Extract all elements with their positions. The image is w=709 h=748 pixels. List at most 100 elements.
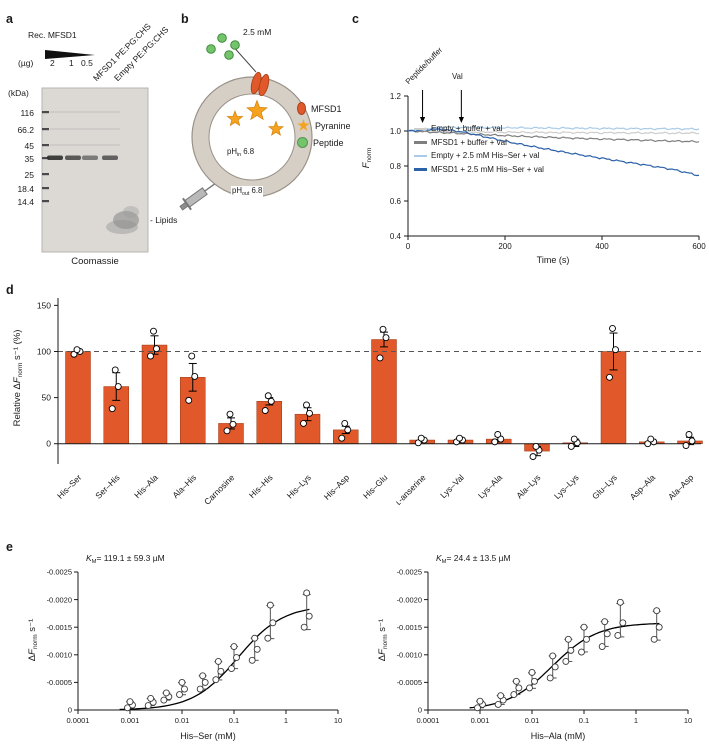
legend-item: Empty + 2.5 mM His–Ser + val <box>414 149 544 163</box>
category-label: Asp–Ala <box>628 472 658 502</box>
legend-swatch <box>414 154 427 157</box>
data-point <box>212 676 220 684</box>
category-label: His–Asp <box>322 472 352 502</box>
panel-label-b: b <box>181 12 189 26</box>
data-point <box>226 410 234 418</box>
tick-label: 1 <box>634 716 638 725</box>
tick-label: 0.8 <box>390 162 402 171</box>
data-point <box>147 694 155 702</box>
data-point <box>616 598 624 606</box>
data-point <box>73 346 81 354</box>
data-point <box>303 401 310 409</box>
amount-wedge-icon <box>45 50 95 59</box>
arrowhead-icon <box>419 117 426 123</box>
data-point <box>578 648 585 656</box>
tick-label: 0 <box>406 242 411 251</box>
trace-line <box>407 125 700 132</box>
legend-label: Peptide <box>313 137 344 148</box>
category-label: Ala–Asp <box>666 472 696 502</box>
bar <box>256 401 282 444</box>
tick-label: 600 <box>692 242 706 251</box>
category-label: Ala–Lys <box>514 472 542 500</box>
protein-band <box>65 155 81 160</box>
c-y-axis-label: Fnorm <box>361 147 373 169</box>
panel-label-a: a <box>6 12 13 26</box>
data-point <box>688 437 696 445</box>
data-point <box>269 619 277 627</box>
legend-item-peptide: Peptide <box>297 134 351 151</box>
data-point <box>510 691 518 698</box>
data-point <box>214 657 222 665</box>
fit-curve <box>119 608 310 711</box>
data-point <box>619 619 627 627</box>
data-point <box>532 443 540 450</box>
tick-label: -0.0010 <box>397 651 422 660</box>
data-point <box>603 630 611 638</box>
tick-label: 0 <box>46 439 51 449</box>
chart-ellipse <box>258 73 270 97</box>
lipid-smear <box>106 220 138 234</box>
data-point <box>580 623 588 631</box>
data-point <box>614 632 622 639</box>
data-point <box>685 431 693 438</box>
legend-label: MFSD1 <box>311 103 342 114</box>
tick-label: 0.0001 <box>67 716 90 725</box>
gel-marker: 18.4 <box>17 184 34 194</box>
legend-label: Pyranine <box>315 120 351 131</box>
legend-label: Empty + 2.5 mM His–Ser + val <box>431 151 540 161</box>
legend-item-mfsd1: MFSD1 <box>297 100 351 117</box>
faint-band <box>50 144 120 146</box>
data-point <box>531 677 538 685</box>
pyranine-star-icon <box>226 110 244 127</box>
tick-label: 1.0 <box>390 127 402 136</box>
tick-label: 0.6 <box>390 197 402 206</box>
tick-label: 0.001 <box>121 716 140 725</box>
ph-out-label: pHout 6.8 <box>231 186 264 199</box>
x-axis-label: His–Ala (mM) <box>531 731 586 741</box>
gel-ug-2: 2 <box>50 58 55 68</box>
c-legend: Empty + buffer + val MFSD1 + buffer + va… <box>414 122 544 176</box>
category-label: His–Ser <box>55 472 84 501</box>
lipid-smear <box>123 206 139 218</box>
d-y-axis-label: Relative ΔFnorm s⁻¹ (%) <box>12 329 24 427</box>
category-label: His–Ala <box>132 472 160 500</box>
category-label: Lys–Lys <box>552 472 581 501</box>
data-point <box>567 646 575 654</box>
data-point <box>529 453 537 461</box>
dose-response-chart-his-ala: 0 -0.0005 -0.0010 -0.0015 -0.0020 -0.0025 0.00… <box>397 568 693 741</box>
data-point <box>306 409 313 417</box>
gel-image <box>41 50 149 253</box>
data-point <box>196 685 204 693</box>
legend-label: MFSD1 + 2.5 mM His–Ser + val <box>431 164 544 174</box>
pyranine-star-icon <box>267 120 285 136</box>
legend-item: Empty + buffer + val <box>414 122 544 136</box>
data-point <box>303 589 311 597</box>
data-point <box>114 383 122 390</box>
data-point <box>379 325 387 333</box>
data-point <box>376 354 384 362</box>
liposome-legend: MFSD1 Pyranine Peptide <box>297 100 351 151</box>
panel-label-e: e <box>6 540 13 554</box>
data-point <box>647 435 655 443</box>
bar <box>294 413 321 444</box>
gel-ug-05: 0.5 <box>81 58 93 68</box>
mfsd1-transporter-icon <box>250 71 270 97</box>
data-point <box>147 352 154 360</box>
tick-label: 0 <box>418 706 422 715</box>
tick-label: 50 <box>42 393 52 403</box>
data-point <box>549 652 557 660</box>
data-point <box>494 701 502 708</box>
km-annotation-his-ala: KM= 24.4 ± 13.5 µM <box>436 553 511 566</box>
panel-label-d: d <box>6 283 14 297</box>
lipid-smear <box>113 211 139 229</box>
tick-label: 0.001 <box>471 716 490 725</box>
gel-marker: 35 <box>24 154 34 164</box>
tick-label: 1.2 <box>390 92 402 101</box>
data-point <box>476 697 484 705</box>
data-point <box>229 420 237 428</box>
bar <box>141 344 168 444</box>
transport-line-chart: 0.4 0.6 0.8 1.0 1.2 0 200 400 600 Time (s) <box>390 90 706 265</box>
faint-band <box>50 128 120 130</box>
data-point <box>546 674 554 682</box>
trace-line <box>407 129 700 143</box>
